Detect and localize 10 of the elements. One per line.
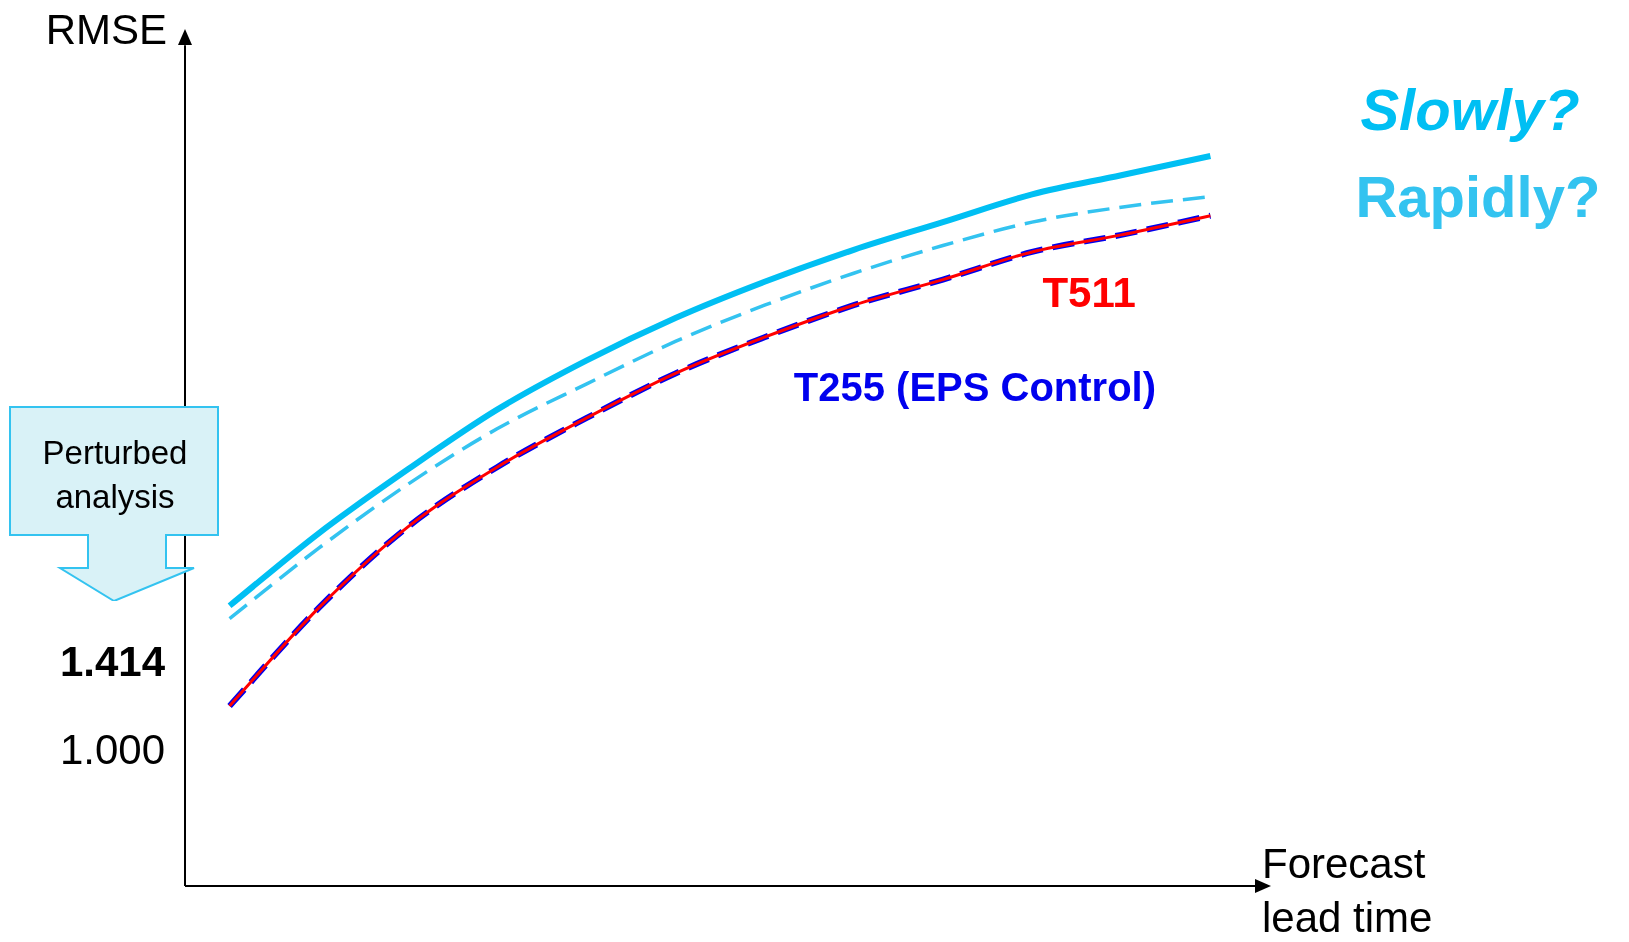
y-tick-label: 1.000 (59, 726, 165, 774)
series-label: T511 (1042, 268, 1136, 316)
y-axis-title: RMSE (45, 5, 167, 53)
callout-arrow: Perturbed analysis (8, 405, 220, 601)
text: Rapidly? (1355, 163, 1601, 229)
y-tick-label: 1.414 (59, 638, 166, 686)
x-axis-title: Forecast lead time (1262, 839, 1433, 941)
series-label: T255 (EPS Control) (793, 364, 1157, 409)
annotation: Perturbed analysis (41, 433, 189, 517)
text: Slowly? (1360, 77, 1580, 143)
